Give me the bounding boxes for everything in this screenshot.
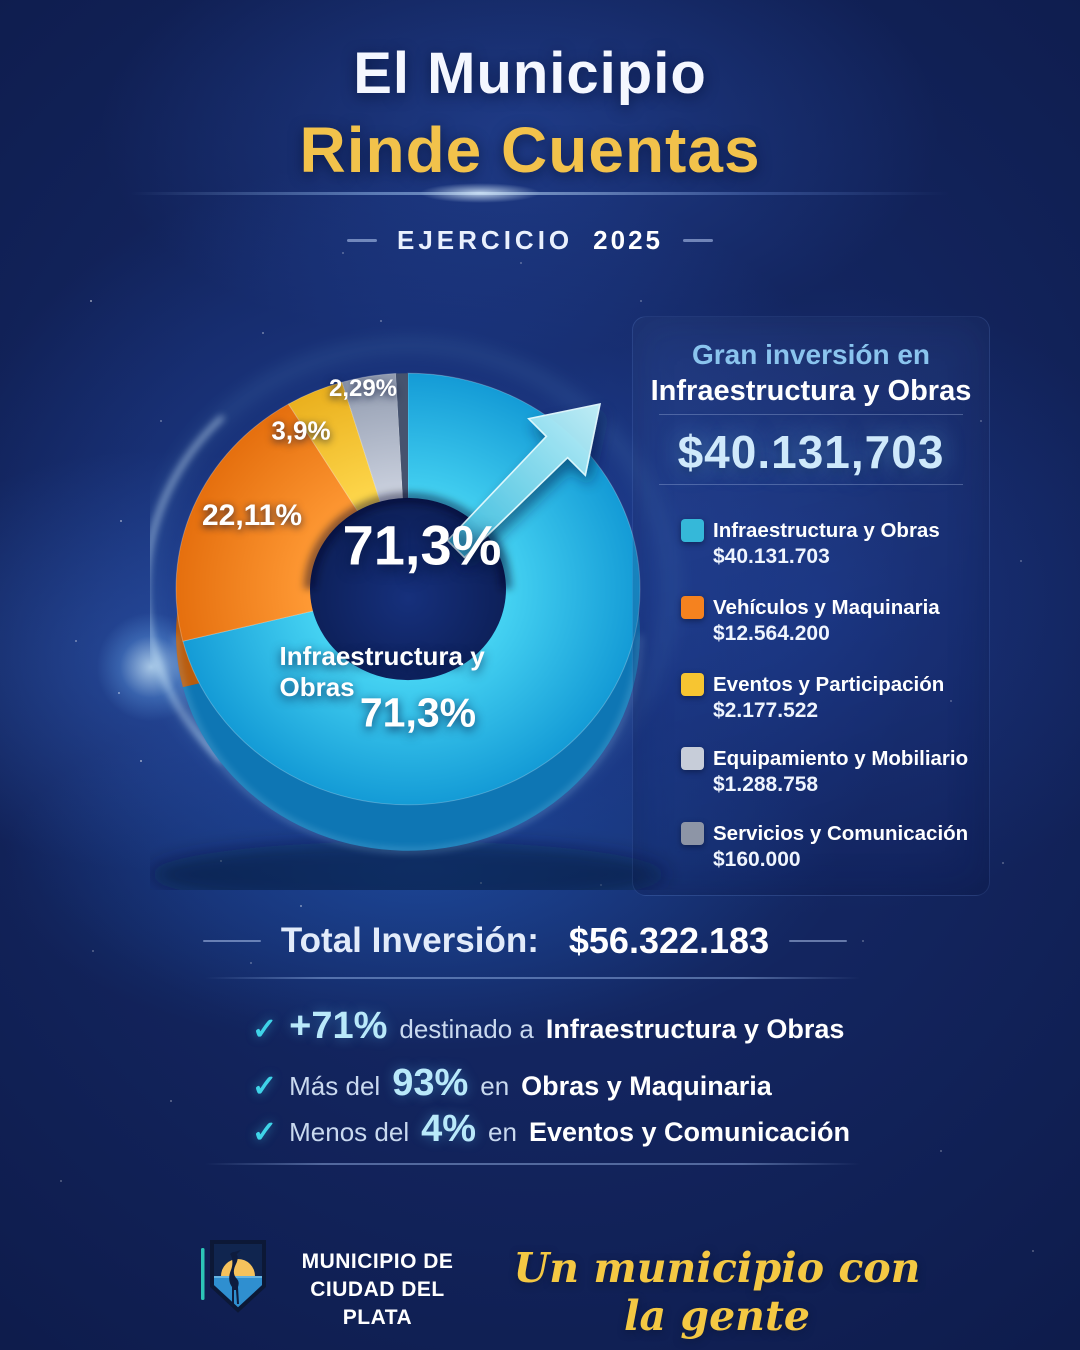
total-amount: $56.322.183 xyxy=(568,920,770,961)
legend-label: Eventos y Participación xyxy=(713,673,945,696)
donut-caption-label: Infraestructura y Obras xyxy=(279,641,485,702)
logo-teal-bar xyxy=(201,1248,205,1300)
highlight-stat: 93% xyxy=(392,1062,469,1104)
panel-title: Infraestructura y Obras xyxy=(650,375,972,407)
total-label: Total Inversión: xyxy=(280,921,539,960)
donut-chart: 2,29% 3,9% 22,11% 71,3% Infraestructura … xyxy=(143,325,695,908)
legend-item-servicios: Servicios y Comunicación $160.000 xyxy=(681,821,981,873)
check-icon: ✓ xyxy=(252,1116,278,1149)
highlight-text: en xyxy=(480,1071,510,1101)
legend-swatch-orange xyxy=(681,596,704,619)
highlight-stat: +71% xyxy=(289,1005,388,1047)
divider-rule xyxy=(205,1163,860,1165)
org-line1: MUNICIPIO DE xyxy=(301,1250,454,1273)
panel-amount: $40.131,703 xyxy=(677,426,945,478)
dash-right xyxy=(683,239,713,242)
slice-label-eventos: 3,9% xyxy=(271,415,331,446)
highlight-text: Más del xyxy=(289,1071,381,1101)
legend-item-infraestructura: Infraestructura y Obras $40.131.703 xyxy=(681,518,981,570)
shield-logo-svg xyxy=(201,1240,266,1313)
highlight-emphasis: Obras y Maquinaria xyxy=(521,1071,772,1101)
legend-label: Vehículos y Maquinaria xyxy=(713,596,940,619)
highlight-row-1: ✓ +71% destinado a Infraestructura y Obr… xyxy=(252,1005,844,1048)
highlight-emphasis: Eventos y Comunicación xyxy=(528,1117,851,1147)
panel-eyebrow: Gran inversión en xyxy=(691,339,931,370)
divider-rule xyxy=(205,977,860,979)
highlight-panel: Gran inversión en Infraestructura y Obra… xyxy=(632,316,990,896)
total-investment-row: Total Inversión: $56.322.183 xyxy=(0,920,1050,962)
page-subtitle: Rinde Cuentas xyxy=(299,114,761,186)
check-icon: ✓ xyxy=(252,1070,278,1103)
panel-divider xyxy=(659,484,963,485)
legend-swatch-yellow xyxy=(681,673,704,696)
light-streak-decoration xyxy=(130,183,950,203)
check-icon: ✓ xyxy=(252,1013,278,1046)
municipality-name: MUNICIPIO DE CIUDAD DEL PLATA xyxy=(280,1248,475,1332)
legend-amount: $40.131.703 xyxy=(713,545,830,568)
growth-arrow-icon xyxy=(446,402,602,559)
legend-amount: $160.000 xyxy=(713,848,801,871)
legend-swatch-cyan xyxy=(681,519,704,542)
legend-amount: $1.288.758 xyxy=(713,773,819,796)
donut-caption-value: 71,3% xyxy=(359,689,477,736)
highlight-emphasis: Infraestructura y Obras xyxy=(545,1014,845,1044)
legend-amount: $12.564.200 xyxy=(713,622,830,645)
legend-label: Servicios y Comunicación xyxy=(713,822,969,845)
org-line2: CIUDAD DEL PLATA xyxy=(310,1278,445,1329)
edition-year: 2025 xyxy=(593,225,663,255)
logo-shield-border xyxy=(210,1240,266,1313)
legend-label: Infraestructura y Obras xyxy=(713,519,940,542)
legend-item-vehiculos: Vehículos y Maquinaria $12.564.200 xyxy=(681,595,981,647)
legend-amount: $2.177.522 xyxy=(713,699,819,722)
slogan-text: Un municipio con la gente xyxy=(513,1244,921,1340)
donut-center-label: 71,3% xyxy=(342,513,502,577)
slice-label-vehiculos: 22,11% xyxy=(201,499,303,532)
highlight-row-3: ✓ Menos del 4% en Eventos y Comunicación xyxy=(252,1108,850,1151)
edition-row: EJERCICIO 2025 xyxy=(0,225,1060,256)
highlight-stat: 4% xyxy=(421,1108,477,1150)
highlight-text: Menos del xyxy=(289,1117,410,1147)
legend-item-eventos: Eventos y Participación $2.177.522 xyxy=(681,672,981,724)
legend-item-equipamiento: Equipamiento y Mobiliario $1.288.758 xyxy=(681,746,981,798)
page-title: El Municipio xyxy=(353,41,707,106)
panel-divider xyxy=(659,414,963,415)
dash-right xyxy=(789,939,848,943)
edition-label: EJERCICIO xyxy=(397,225,574,255)
highlight-row-2: ✓ Más del 93% en Obras y Maquinaria xyxy=(252,1062,772,1105)
highlight-text: destinado a xyxy=(399,1014,534,1044)
dash-left xyxy=(202,939,261,943)
donut-chart-svg xyxy=(143,343,673,908)
legend-swatch-gray xyxy=(681,822,704,845)
logo-heron-bird xyxy=(229,1252,239,1304)
dash-left xyxy=(347,239,377,242)
header: El Municipio Rinde Cuentas EJERCICIO 202… xyxy=(0,40,1060,256)
starfield-decoration xyxy=(0,0,2,2)
municipality-shield-logo xyxy=(198,1238,268,1316)
legend-label: Equipamiento y Mobiliario xyxy=(713,747,969,770)
slice-label-equipamiento: 2,29% xyxy=(328,375,398,402)
highlight-text: en xyxy=(488,1117,517,1147)
legend-swatch-lightgray xyxy=(681,747,704,770)
